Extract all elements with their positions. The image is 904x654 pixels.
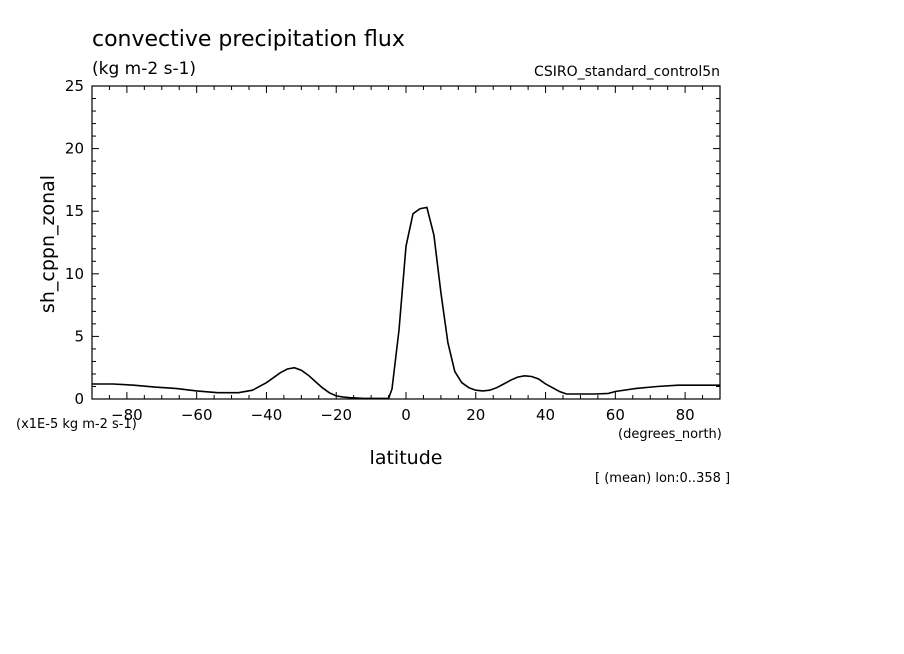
x-tick-label: 80	[676, 406, 695, 424]
chart-units: (kg m-2 s-1)	[92, 59, 196, 79]
x-tick-label: −80	[111, 406, 143, 424]
x-tick-label: −60	[181, 406, 213, 424]
y-tick-label: 10	[65, 265, 84, 283]
x-tick-label: 0	[401, 406, 411, 424]
y-axis-label: sh_cppn_zonal	[37, 175, 59, 313]
y-tick-label: 25	[65, 77, 84, 95]
x-tick-label: −40	[251, 406, 283, 424]
y-scale-label: (x1E-5 kg m-2 s-1)	[16, 417, 137, 432]
y-tick-labels: 0 5 10 15 20 25	[65, 77, 84, 408]
x-tick-label: 40	[536, 406, 555, 424]
x-tick-label: −20	[320, 406, 352, 424]
footnote: [ (mean) lon:0..358 ]	[595, 471, 730, 486]
y-tick-label: 5	[74, 327, 84, 345]
series-line	[92, 206, 720, 400]
y-tick-label: 0	[74, 390, 84, 408]
x-axis-label: latitude	[370, 447, 443, 469]
dataset-label: CSIRO_standard_control5n	[534, 64, 720, 80]
x-tick-label: 60	[606, 406, 625, 424]
y-tick-label: 20	[65, 140, 84, 158]
chart-title: convective precipitation flux	[92, 27, 405, 52]
x-units-label: (degrees_north)	[618, 427, 722, 442]
y-tick-label: 15	[65, 202, 84, 220]
x-tick-labels: −80 −60 −40 −20 0 20 40 60 80	[111, 406, 695, 424]
tick-marks	[91, 85, 721, 400]
x-tick-label: 20	[466, 406, 485, 424]
